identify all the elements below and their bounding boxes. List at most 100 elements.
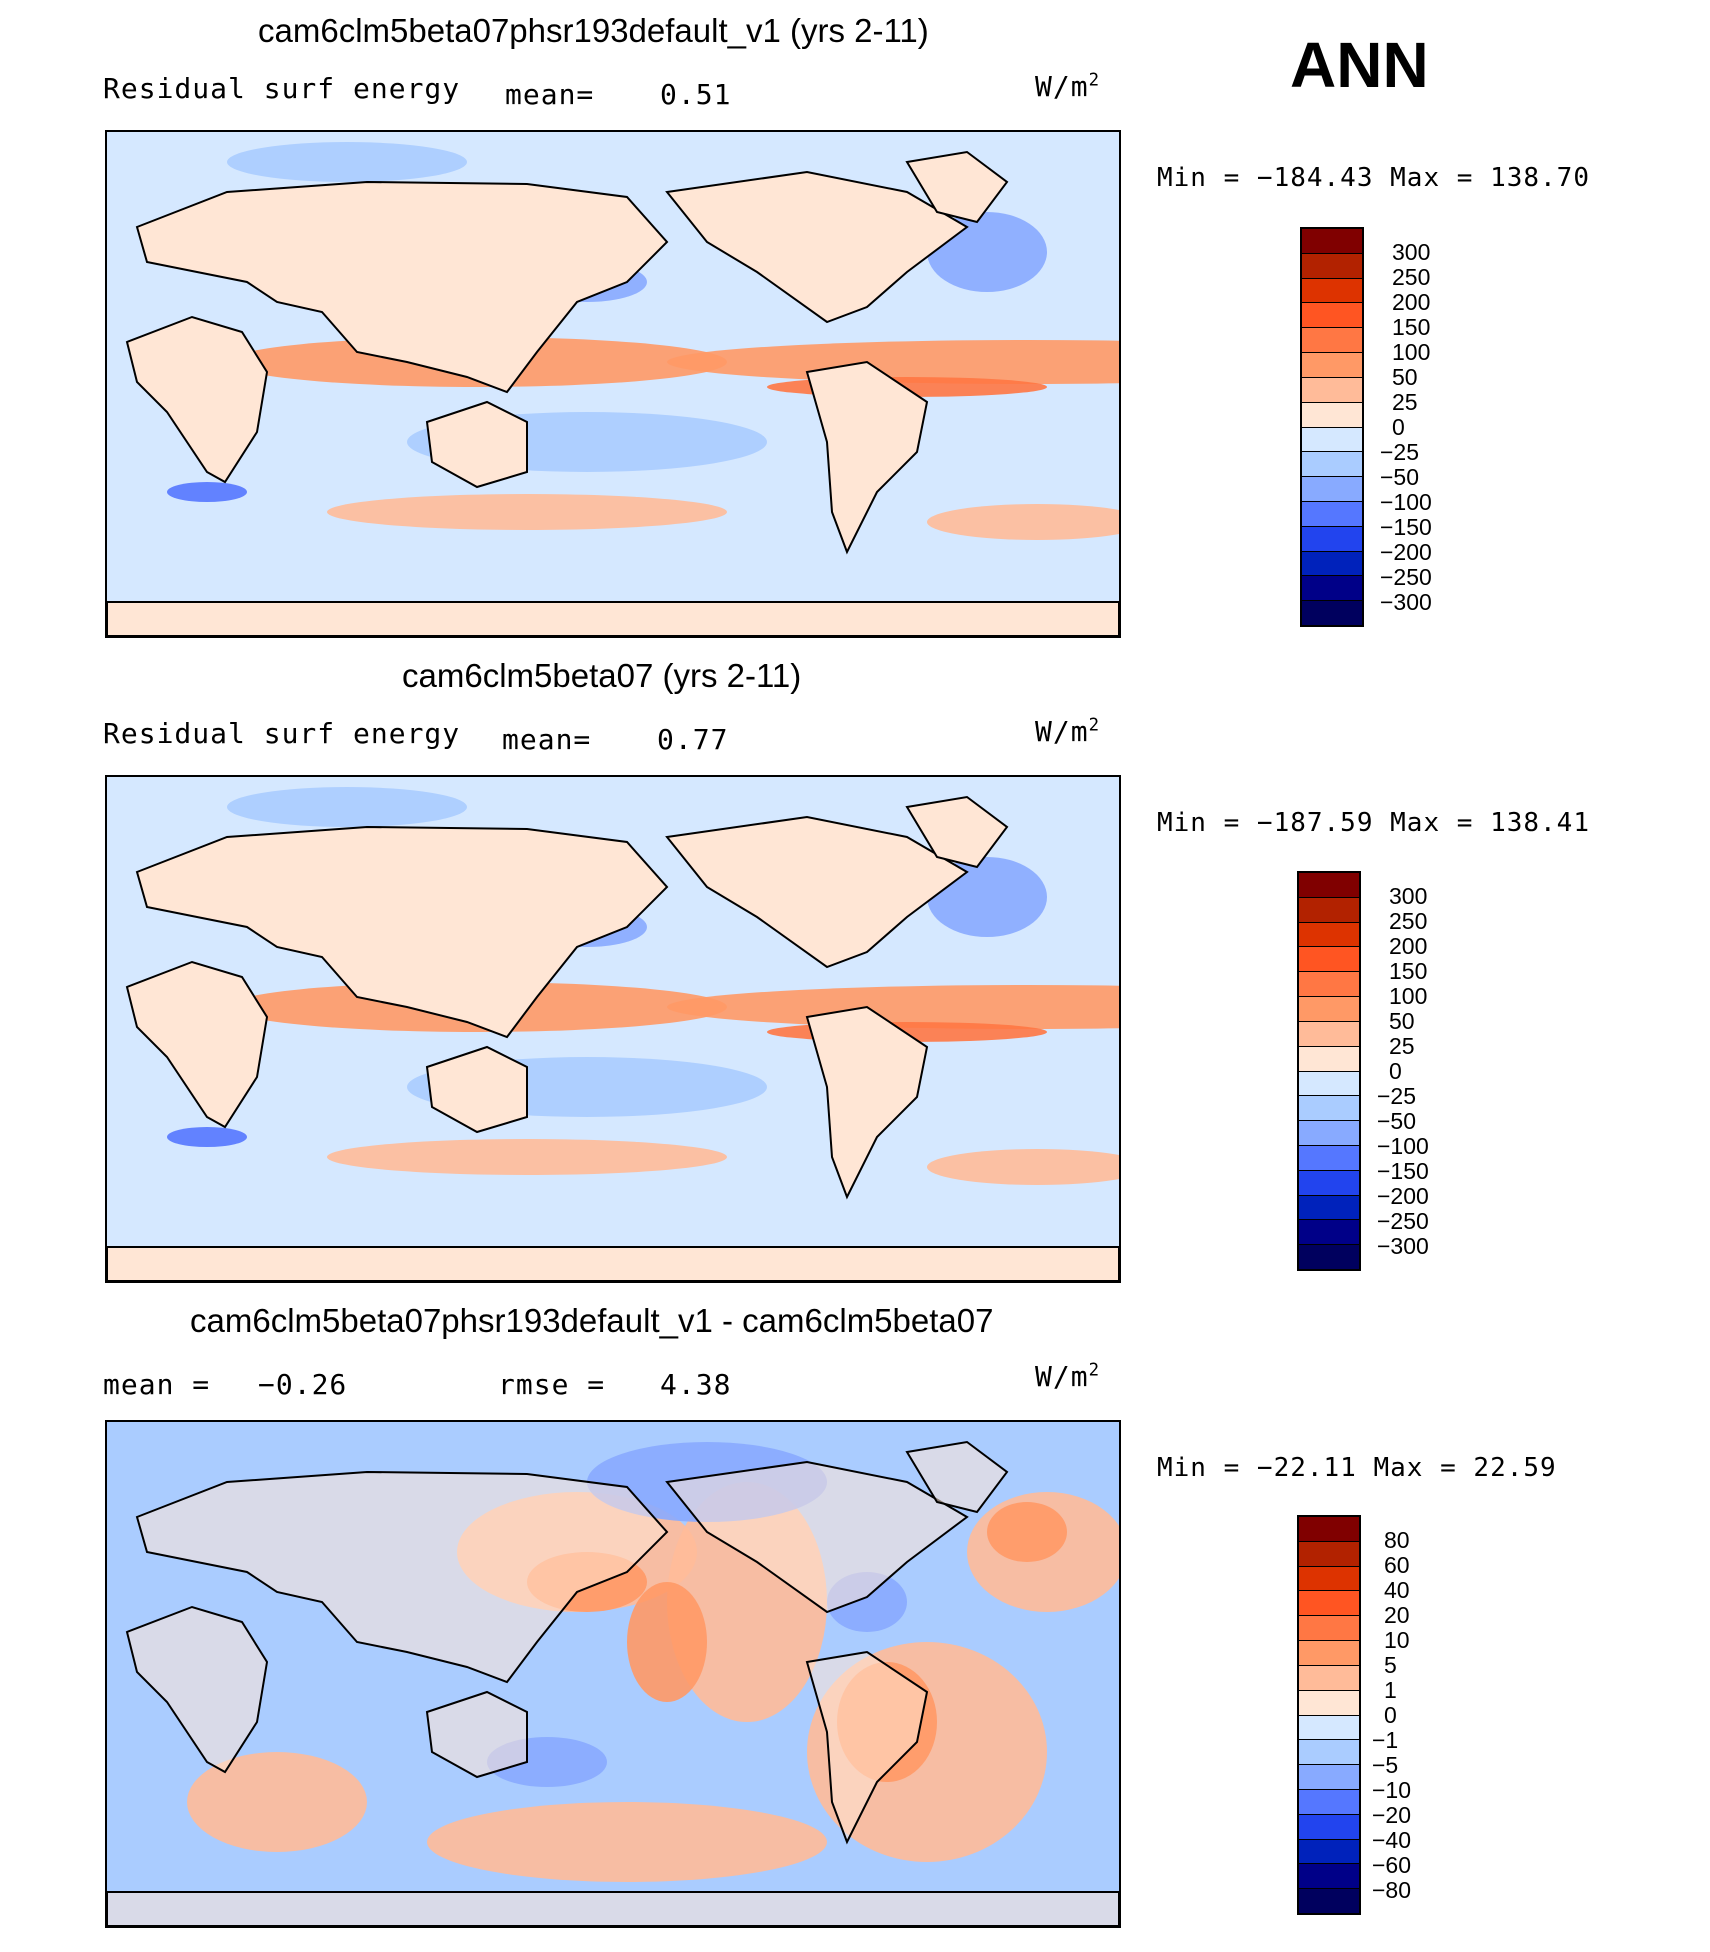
colorbar-tick-label: 50 — [1389, 1008, 1415, 1034]
continent-outline — [805, 1650, 929, 1845]
continent-outline — [107, 1246, 1119, 1281]
colorbar-tick-label: 20 — [1384, 1602, 1410, 1628]
continent-outline — [905, 150, 1009, 224]
colorbar-swatch — [1302, 377, 1362, 403]
colorbar-swatch — [1299, 897, 1359, 923]
colorbar-swatch — [1299, 1046, 1359, 1072]
contour-region — [167, 1127, 247, 1147]
colorbar-swatch — [1299, 1195, 1359, 1221]
colorbar-tick-label: 200 — [1389, 933, 1428, 959]
panel-1-map — [105, 130, 1121, 638]
colorbar-swatch — [1299, 997, 1359, 1022]
contour-region — [327, 494, 727, 530]
panel-2-units: W/m2 — [1035, 715, 1101, 748]
colorbar-tick-label: 50 — [1392, 364, 1418, 390]
colorbar-swatch — [1299, 972, 1359, 998]
colorbar-tick-label: −25 — [1377, 1083, 1417, 1109]
continent-outline — [135, 1470, 669, 1684]
colorbar-tick-label: −200 — [1377, 1183, 1429, 1209]
colorbar-tick-label: −150 — [1380, 514, 1432, 540]
colorbar-swatch — [1299, 1864, 1359, 1890]
panel-2-min-max: Min = −187.59 Max = 138.41 — [1157, 808, 1590, 838]
colorbar-tick-label: 0 — [1392, 414, 1405, 440]
continent-outline — [135, 180, 669, 394]
colorbar-tick-label: −100 — [1377, 1133, 1429, 1159]
colorbar-tick-label: 0 — [1384, 1702, 1397, 1728]
panel-2-title: cam6clm5beta07 (yrs 2-11) — [402, 657, 802, 694]
colorbar-tick-label: −150 — [1377, 1158, 1429, 1184]
contour-region — [227, 787, 467, 827]
colorbar-swatch — [1299, 1021, 1359, 1047]
contour-region — [427, 1802, 827, 1882]
colorbar-tick-label: 25 — [1392, 389, 1418, 415]
continent-outline — [425, 400, 528, 489]
colorbar-tick-label: 40 — [1384, 1577, 1410, 1603]
colorbar-swatch — [1302, 477, 1362, 502]
continent-outline — [805, 1005, 929, 1200]
continent-outline — [425, 1045, 528, 1134]
continent-outline — [665, 815, 969, 969]
continent-outline — [125, 1605, 269, 1774]
colorbar-tick-label: 300 — [1389, 883, 1428, 909]
continent-outline — [905, 795, 1009, 869]
colorbar-tick-label: 25 — [1389, 1033, 1415, 1059]
colorbar-tick-label: −5 — [1372, 1752, 1399, 1778]
colorbar-swatch — [1299, 1220, 1359, 1246]
contour-region — [187, 1752, 367, 1852]
colorbar-swatch — [1299, 1566, 1359, 1592]
colorbar-tick-label: 250 — [1389, 908, 1428, 934]
colorbar-tick-label: 300 — [1392, 239, 1431, 265]
colorbar-swatch — [1302, 303, 1362, 329]
contour-region — [987, 1502, 1067, 1562]
colorbar-swatch — [1302, 353, 1362, 378]
colorbar-swatch — [1299, 1641, 1359, 1666]
colorbar-swatch — [1299, 1541, 1359, 1567]
colorbar-swatch — [1302, 328, 1362, 354]
colorbar-swatch — [1299, 1517, 1359, 1542]
colorbar-swatch — [1302, 601, 1362, 625]
continent-outline — [425, 1690, 528, 1779]
panel-3-title: cam6clm5beta07phsr193default_v1 - cam6cl… — [190, 1302, 994, 1339]
colorbar-tick-label: 60 — [1384, 1552, 1410, 1578]
continent-outline — [107, 601, 1119, 636]
colorbar-tick-label: 5 — [1384, 1652, 1397, 1678]
colorbar-swatch — [1299, 922, 1359, 948]
panel-2-map — [105, 775, 1121, 1283]
colorbar-tick-label: −100 — [1380, 489, 1432, 515]
panel-3-colorbar — [1297, 1515, 1361, 1915]
colorbar-tick-label: −300 — [1377, 1233, 1429, 1259]
continent-outline — [805, 360, 929, 555]
colorbar-tick-label: −50 — [1377, 1108, 1417, 1134]
panel-1-min-max: Min = −184.43 Max = 138.70 — [1157, 163, 1590, 193]
panel-2-mean-value: 0.77 — [657, 723, 729, 756]
panel-1-variable: Residual surf energy — [103, 72, 461, 105]
colorbar-tick-label: −200 — [1380, 539, 1432, 565]
panel-3-min-max: Min = −22.11 Max = 22.59 — [1157, 1453, 1557, 1483]
panel-2-variable: Residual surf energy — [103, 717, 461, 750]
contour-region — [667, 985, 1119, 1029]
panel-3-mean-value: −0.26 — [258, 1368, 348, 1401]
colorbar-swatch — [1299, 1616, 1359, 1642]
contour-region — [327, 1139, 727, 1175]
colorbar-tick-label: 1 — [1384, 1677, 1397, 1703]
colorbar-tick-label: −10 — [1372, 1777, 1412, 1803]
contour-region — [627, 1582, 707, 1702]
colorbar-swatch — [1302, 501, 1362, 527]
colorbar-swatch — [1302, 551, 1362, 577]
colorbar-swatch — [1299, 873, 1359, 898]
colorbar-tick-label: 150 — [1389, 958, 1428, 984]
panel-3-map — [105, 1420, 1121, 1928]
continent-outline — [135, 825, 669, 1039]
contour-region — [927, 1149, 1119, 1185]
colorbar-tick-label: 200 — [1392, 289, 1431, 315]
colorbar-tick-label: −25 — [1380, 439, 1420, 465]
continent-outline — [107, 1891, 1119, 1926]
colorbar-swatch — [1299, 1889, 1359, 1913]
colorbar-tick-label: 80 — [1384, 1527, 1410, 1553]
colorbar-swatch — [1302, 278, 1362, 304]
continent-outline — [905, 1440, 1009, 1514]
panel-1-colorbar — [1300, 227, 1364, 627]
colorbar-swatch — [1302, 229, 1362, 254]
panel-3-rmse-value: 4.38 — [660, 1368, 732, 1401]
colorbar-swatch — [1302, 452, 1362, 478]
